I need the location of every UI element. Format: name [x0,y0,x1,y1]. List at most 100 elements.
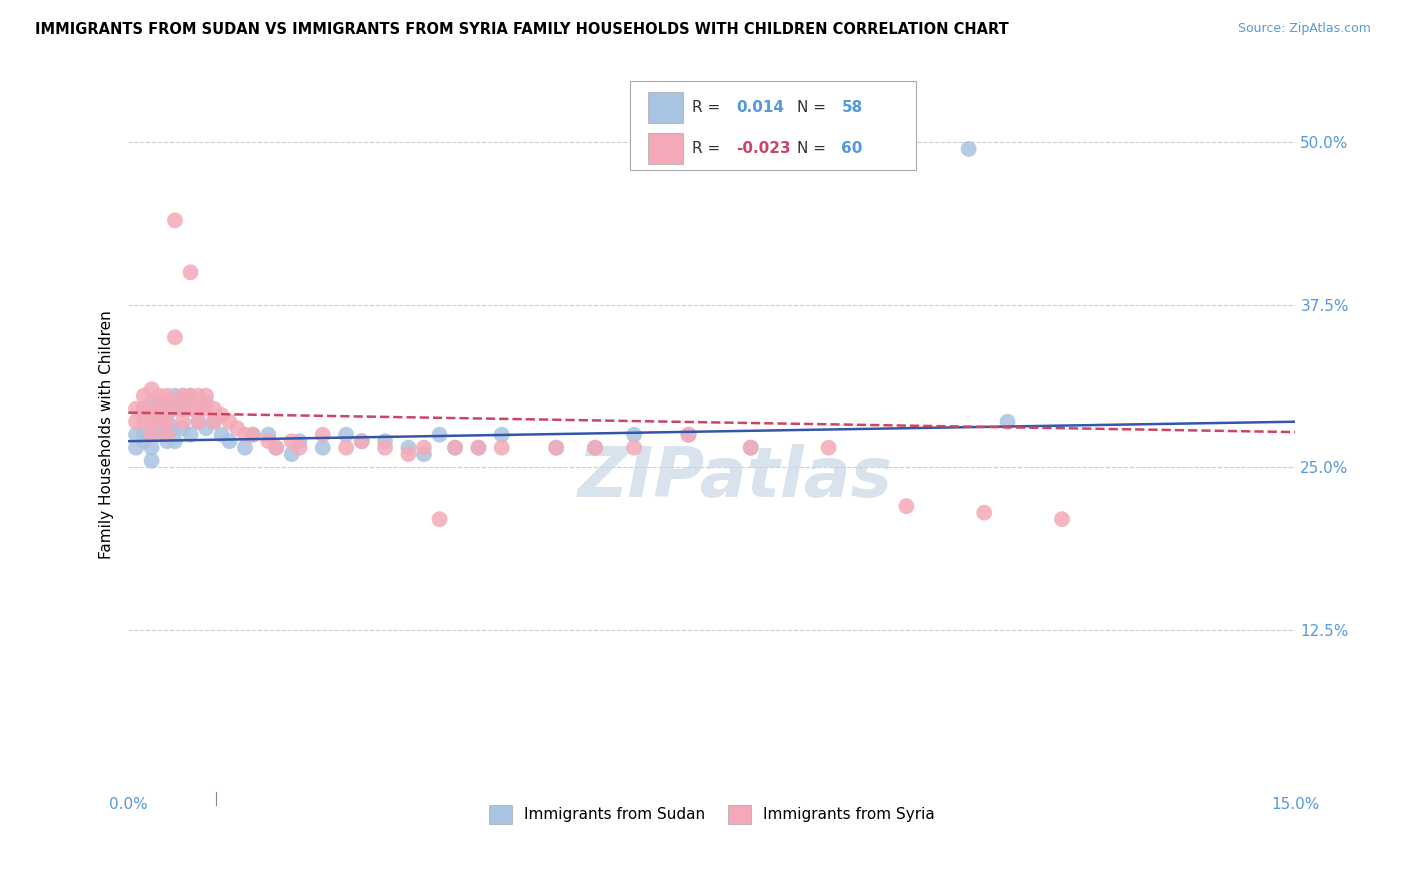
Point [678,427,700,442]
Point [335,441,357,455]
Text: -0.023: -0.023 [737,141,792,156]
FancyBboxPatch shape [630,81,917,170]
Point [148,401,170,416]
Point [202,415,225,429]
Point [491,441,513,455]
Point [141,415,163,429]
Point [125,415,148,429]
Point [172,401,194,416]
Point [242,427,264,442]
Point [141,427,163,442]
Point [187,415,209,429]
Point [163,421,186,435]
Legend: Immigrants from Sudan, Immigrants from Syria: Immigrants from Sudan, Immigrants from S… [478,794,946,834]
Point [163,213,186,227]
Point [1050,512,1073,526]
Point [172,415,194,429]
Point [623,427,645,442]
Point [141,415,163,429]
Point [467,441,489,455]
Text: 58: 58 [841,100,863,115]
Point [288,434,311,449]
Point [163,389,186,403]
Point [242,427,264,442]
Point [179,401,201,416]
Point [257,434,280,449]
Point [156,408,179,422]
Point [179,401,201,416]
Point [280,434,302,449]
Point [187,401,209,416]
Point [202,401,225,416]
FancyBboxPatch shape [648,133,683,164]
Point [396,441,419,455]
Point [172,421,194,435]
Point [623,441,645,455]
Text: R =: R = [692,141,725,156]
Point [444,441,467,455]
FancyBboxPatch shape [648,92,683,123]
Text: 60: 60 [841,141,863,156]
Point [413,441,436,455]
Text: N =: N = [797,141,831,156]
Point [467,441,489,455]
Point [156,415,179,429]
Point [148,389,170,403]
Point [374,441,396,455]
Point [429,427,451,442]
Point [583,441,606,455]
Point [817,441,839,455]
Point [148,427,170,442]
Point [233,441,256,455]
Point [187,389,209,403]
Text: N =: N = [797,100,831,115]
Point [546,441,568,455]
Point [288,441,311,455]
Point [141,453,163,467]
Point [264,441,287,455]
Point [141,401,163,416]
Point [312,441,335,455]
Point [335,427,357,442]
Point [678,427,700,442]
Point [141,441,163,455]
Point [226,421,249,435]
Point [179,427,201,442]
Point [148,395,170,409]
Point [350,434,373,449]
Point [172,401,194,416]
Point [195,389,218,403]
Point [444,441,467,455]
Point [546,441,568,455]
Point [156,434,179,449]
Point [156,389,179,403]
Point [218,434,240,449]
Text: IMMIGRANTS FROM SUDAN VS IMMIGRANTS FROM SYRIA FAMILY HOUSEHOLDS WITH CHILDREN C: IMMIGRANTS FROM SUDAN VS IMMIGRANTS FROM… [35,22,1010,37]
Point [896,499,918,513]
Point [179,389,201,403]
Point [132,401,155,416]
Point [233,427,256,442]
Point [187,415,209,429]
Point [172,389,194,403]
Point [374,434,396,449]
Point [413,447,436,461]
Point [163,330,186,344]
Point [141,382,163,396]
Point [997,415,1019,429]
Point [125,427,148,442]
Point [211,427,233,442]
Point [218,415,240,429]
Point [163,395,186,409]
Point [211,408,233,422]
Point [148,401,170,416]
Point [179,389,201,403]
Point [973,506,995,520]
Point [740,441,762,455]
Point [125,441,148,455]
Point [195,401,218,416]
Point [132,389,155,403]
Point [156,395,179,409]
Point [132,415,155,429]
Point [163,434,186,449]
